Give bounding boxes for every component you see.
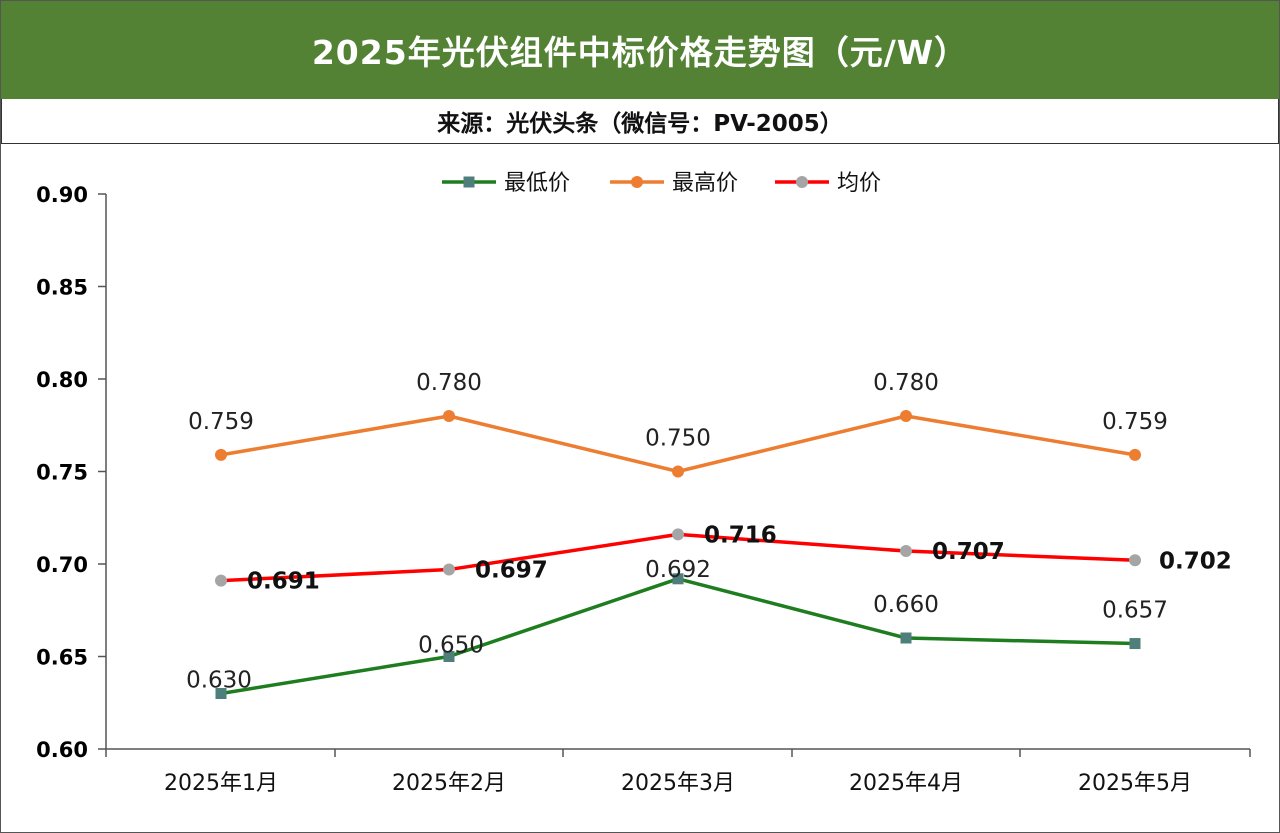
legend-swatch-marker xyxy=(796,176,808,188)
data-label: 0.707 xyxy=(932,539,1005,565)
data-label: 0.780 xyxy=(416,370,482,396)
series-line-1 xyxy=(220,577,1136,696)
y-tick-label: 0.65 xyxy=(36,646,88,670)
data-point-marker xyxy=(443,410,455,422)
data-label: 0.759 xyxy=(1102,409,1168,435)
data-point-marker xyxy=(215,688,227,699)
legend-swatch-marker xyxy=(463,176,475,188)
data-point-marker xyxy=(900,410,912,422)
data-point-marker xyxy=(1129,638,1141,650)
data-point-marker xyxy=(672,573,684,585)
y-tick-label: 0.60 xyxy=(36,738,88,762)
x-tick-label: 2025年4月 xyxy=(849,771,963,796)
data-point-marker xyxy=(672,528,684,541)
y-tick-label: 0.90 xyxy=(36,183,88,207)
chart-title: 2025年光伏组件中标价格走势图（元/W） xyxy=(1,1,1279,99)
data-point-marker xyxy=(672,465,684,478)
data-point-marker xyxy=(215,574,227,587)
chart-source: 来源：光伏头条（微信号：PV-2005） xyxy=(1,99,1279,144)
data-point-marker xyxy=(900,545,912,558)
data-label: 0.702 xyxy=(1159,548,1232,574)
data-label: 0.716 xyxy=(704,522,777,548)
x-tick-label: 2025年3月 xyxy=(621,771,735,796)
x-tick-label: 2025年1月 xyxy=(164,771,278,796)
data-point-marker xyxy=(443,651,455,662)
data-point-marker xyxy=(443,563,455,576)
y-tick-label: 0.70 xyxy=(36,553,88,577)
data-point-marker xyxy=(215,448,227,461)
x-tick-label: 2025年5月 xyxy=(1078,771,1192,796)
data-label: 0.691 xyxy=(247,569,320,595)
data-point-marker xyxy=(900,632,912,644)
data-label: 0.697 xyxy=(475,558,548,584)
y-tick-label: 0.75 xyxy=(36,461,88,485)
data-point-marker xyxy=(1129,554,1141,567)
data-point-marker xyxy=(1129,448,1141,461)
x-tick-label: 2025年2月 xyxy=(392,771,506,796)
y-tick-label: 0.85 xyxy=(36,276,88,300)
legend-swatch-marker xyxy=(631,176,643,188)
data-label: 0.660 xyxy=(873,592,939,618)
legend-label: 最高价 xyxy=(672,171,738,196)
legend-label: 最低价 xyxy=(504,171,570,196)
data-label: 0.759 xyxy=(188,409,254,435)
data-label: 0.657 xyxy=(1102,598,1168,624)
legend-label: 均价 xyxy=(837,171,881,196)
data-label: 0.750 xyxy=(645,426,711,452)
data-label: 0.692 xyxy=(645,557,711,583)
y-tick-label: 0.80 xyxy=(36,368,88,392)
data-label: 0.630 xyxy=(186,668,252,694)
data-label: 0.650 xyxy=(418,633,484,659)
data-label: 0.780 xyxy=(873,370,939,396)
